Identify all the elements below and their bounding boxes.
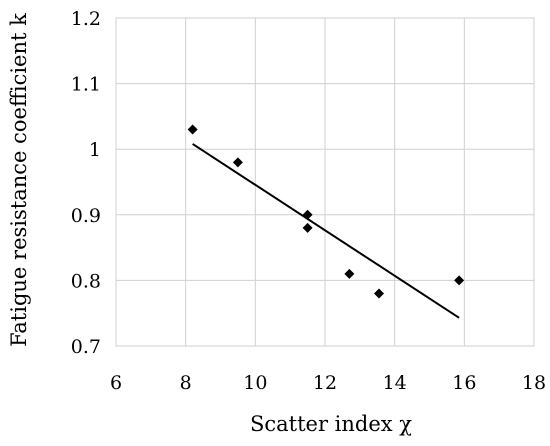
y-tick-label-5: 1.2: [71, 8, 101, 30]
y-tick-label-4: 1.1: [71, 74, 101, 96]
data-points: [187, 124, 465, 299]
y-tick-label-1: 0.8: [71, 270, 101, 292]
data-point-5: [373, 288, 384, 299]
gridlines: [115, 17, 535, 347]
trendline-layer: [192, 143, 460, 319]
y-tick-label-3: 1: [89, 139, 101, 161]
plot-border: [115, 17, 535, 347]
x-tick-label-0: 6: [110, 372, 122, 394]
x-tick-label-5: 16: [452, 372, 476, 394]
x-axis-title: Scatter index χ: [250, 412, 412, 436]
x-tick-label-4: 14: [383, 372, 407, 394]
data-point-6: [454, 275, 465, 286]
y-tick-label-2: 0.9: [71, 205, 101, 227]
data-point-1: [232, 157, 243, 168]
data-point-4: [344, 268, 355, 279]
data-point-0: [187, 124, 198, 135]
x-tick-labels: 6 8 10 12 14 16 18: [110, 372, 546, 394]
x-tick-label-2: 10: [243, 372, 267, 394]
y-axis-title: Fatigue resistance coefficient k: [7, 13, 31, 347]
data-point-3: [302, 222, 313, 233]
y-tick-labels: 0.7 0.8 0.9 1 1.1 1.2: [71, 8, 101, 358]
data-point-2: [302, 209, 313, 220]
y-tick-label-0: 0.7: [71, 336, 101, 358]
x-tick-label-6: 18: [522, 372, 546, 394]
x-tick-label-3: 12: [313, 372, 337, 394]
trendline: [192, 143, 460, 319]
plot-frame: [115, 17, 535, 347]
x-tick-label-1: 8: [180, 372, 192, 394]
